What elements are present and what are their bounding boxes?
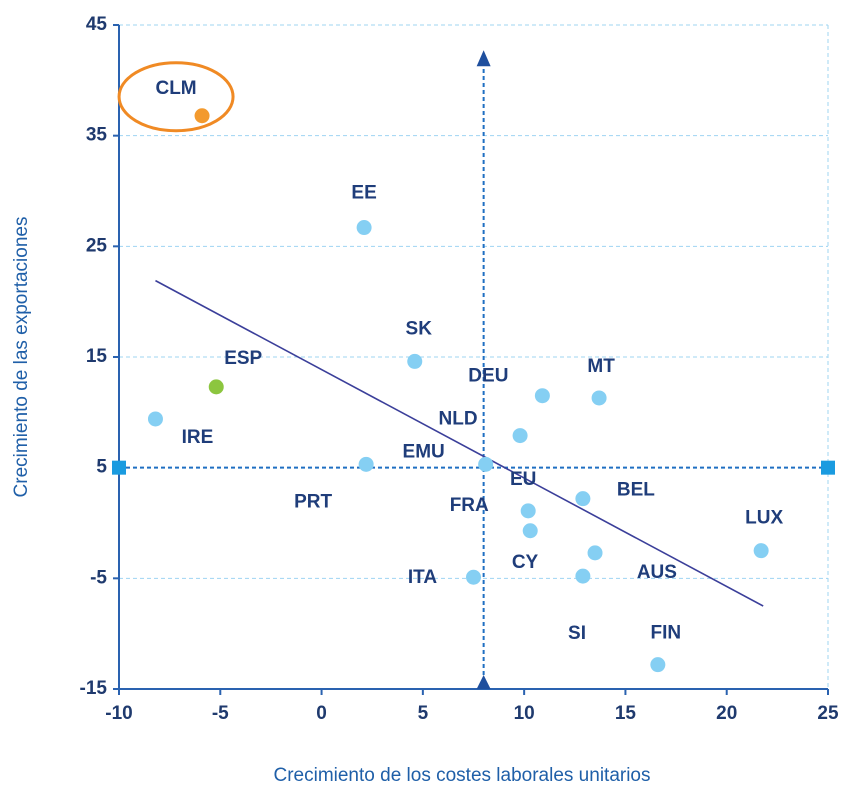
point xyxy=(478,456,494,472)
y-tick-label: -5 xyxy=(90,567,107,588)
point xyxy=(753,543,769,559)
y-tick-label: 15 xyxy=(86,346,108,367)
point xyxy=(208,379,224,395)
point-label: BEL xyxy=(617,480,655,501)
point xyxy=(194,108,210,124)
point-label: AUS xyxy=(637,562,677,583)
highlight-ellipse xyxy=(117,61,235,133)
x-tick-label: 10 xyxy=(514,703,535,724)
square-left xyxy=(112,460,126,475)
point xyxy=(356,220,372,236)
y-tick-label: 45 xyxy=(86,14,108,35)
point xyxy=(358,456,374,472)
x-tick-label: 5 xyxy=(418,703,429,724)
point-label: EMU xyxy=(403,441,445,462)
y-axis-label: Crecimiento de las exportaciones xyxy=(11,217,32,498)
x-axis-label: Crecimiento de los costes laborales unit… xyxy=(273,765,650,786)
point-label: MT xyxy=(587,356,615,377)
arrow-top xyxy=(476,50,491,67)
point xyxy=(466,569,481,585)
point xyxy=(534,388,550,404)
point-label: CY xyxy=(512,552,539,573)
point-label: IRE xyxy=(182,427,214,448)
point-label: FRA xyxy=(450,495,489,516)
point-label: LUX xyxy=(745,508,783,529)
y-tick-label: -15 xyxy=(80,678,108,699)
point xyxy=(575,568,591,584)
annotation: SI xyxy=(568,623,586,644)
point xyxy=(587,545,603,561)
point-label: EU xyxy=(510,469,536,490)
point xyxy=(512,428,528,444)
point-label: NLD xyxy=(439,409,478,430)
point-label: ITA xyxy=(408,567,437,588)
x-tick-label: 0 xyxy=(316,703,327,724)
point-label: ESP xyxy=(224,348,262,369)
point-label: FIN xyxy=(651,623,682,644)
point xyxy=(650,657,666,673)
point-label: PRT xyxy=(294,491,332,512)
square-right xyxy=(821,460,835,475)
x-tick-label: 20 xyxy=(716,703,737,724)
x-tick-label: -10 xyxy=(105,703,132,724)
y-tick-label: 35 xyxy=(86,125,108,146)
trend-line xyxy=(155,279,764,607)
y-tick-label: 5 xyxy=(96,457,107,478)
point-label: CLM xyxy=(155,78,196,99)
point xyxy=(522,523,538,539)
point xyxy=(407,353,423,369)
arrow-bottom xyxy=(476,675,491,689)
point-label: SK xyxy=(406,318,433,339)
point xyxy=(575,491,591,507)
x-tick-label: 25 xyxy=(817,703,839,724)
y-tick-label: 25 xyxy=(86,235,108,256)
point-label: EE xyxy=(351,183,376,204)
x-tick-label: 15 xyxy=(615,703,637,724)
point xyxy=(520,503,536,519)
point-label: DEU xyxy=(468,366,508,387)
point xyxy=(591,390,607,406)
point xyxy=(147,411,163,427)
x-tick-label: -5 xyxy=(212,703,229,724)
